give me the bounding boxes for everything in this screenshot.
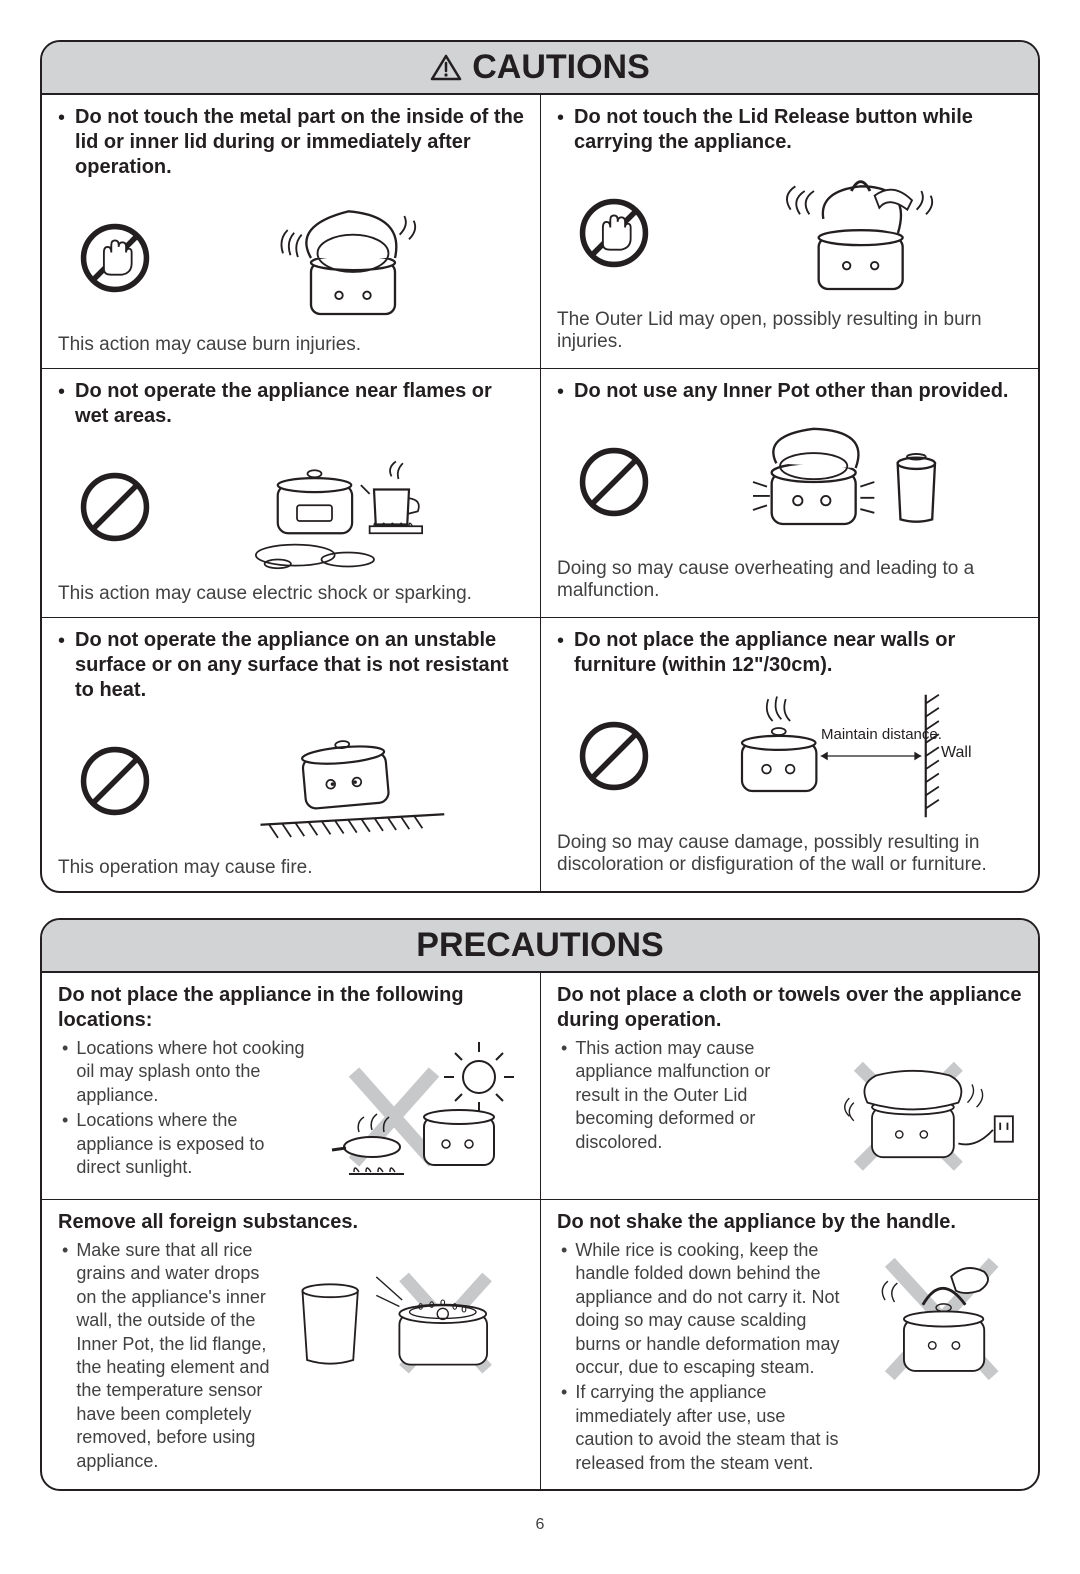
warning-triangle-icon	[430, 54, 462, 82]
caution-cell-3: • Do not use any Inner Pot other than pr…	[540, 369, 1038, 618]
precautions-grid: Do not place the appliance in the follow…	[42, 973, 1038, 1489]
precaution-title-1: Do not place a cloth or towels over the …	[557, 983, 1022, 1033]
precaution-title-3: Do not shake the appliance by the handle…	[557, 1210, 1022, 1235]
bullet-icon: •	[561, 1239, 567, 1379]
precaution-illustration-3	[852, 1239, 1022, 1389]
precaution-cell-3: Do not shake the appliance by the handle…	[540, 1200, 1038, 1489]
precaution-bullet: If carrying the appliance immediately af…	[575, 1381, 840, 1475]
caution-illustration-2	[172, 437, 524, 577]
caution-title-1: Do not touch the Lid Release button whil…	[574, 105, 1022, 155]
caution-title-2: Do not operate the appliance near flames…	[75, 379, 524, 429]
precautions-box: PRECAUTIONS Do not place the appliance i…	[40, 918, 1040, 1491]
bullet-icon: •	[62, 1109, 68, 1179]
bullet-icon: •	[62, 1239, 68, 1473]
bullet-icon: •	[62, 1037, 68, 1107]
caution-title-3: Do not use any Inner Pot other than prov…	[574, 379, 1008, 404]
caution-illustration-0	[172, 188, 524, 328]
bullet-icon: •	[561, 1381, 567, 1475]
precaution-bullet: This action may cause appliance malfunct…	[575, 1037, 810, 1154]
prohibit-icon	[78, 744, 152, 818]
prohibit-touch-icon	[78, 221, 152, 295]
caution-cell-5: • Do not place the appliance near walls …	[540, 618, 1038, 891]
caution-cell-4: • Do not operate the appliance on an uns…	[42, 618, 540, 891]
caution-desc-1: The Outer Lid may open, possibly resulti…	[557, 309, 1022, 353]
prohibit-touch-icon	[577, 196, 651, 270]
cautions-header: CAUTIONS	[42, 42, 1038, 95]
precaution-bullet: Locations where the appliance is exposed…	[76, 1109, 312, 1179]
maintain-distance-label: Maintain distance.	[821, 726, 942, 744]
caution-title-4: Do not operate the appliance on an unsta…	[75, 628, 524, 703]
bullet-icon: •	[557, 630, 564, 652]
bullet-icon: •	[557, 381, 564, 403]
precaution-bullet: While rice is cooking, keep the handle f…	[575, 1239, 840, 1379]
caution-title-0: Do not touch the metal part on the insid…	[75, 105, 524, 180]
cautions-grid: • Do not touch the metal part on the ins…	[42, 95, 1038, 891]
caution-desc-0: This action may cause burn injuries.	[58, 334, 524, 356]
caution-illustration-5: Maintain distance. Wall	[671, 686, 1022, 826]
prohibit-icon	[577, 719, 651, 793]
precautions-title: PRECAUTIONS	[416, 926, 663, 965]
caution-cell-0: • Do not touch the metal part on the ins…	[42, 95, 540, 369]
caution-illustration-4	[172, 711, 524, 851]
cautions-box: CAUTIONS • Do not touch the metal part o…	[40, 40, 1040, 893]
caution-title-5: Do not place the appliance near walls or…	[574, 628, 1022, 678]
precaution-illustration-2	[284, 1239, 524, 1389]
caution-desc-3: Doing so may cause overheating and leadi…	[557, 558, 1022, 602]
precaution-illustration-0	[324, 1037, 524, 1187]
bullet-icon: •	[561, 1037, 567, 1154]
bullet-icon: •	[58, 381, 65, 403]
bullet-icon: •	[557, 107, 564, 129]
caution-desc-4: This operation may cause fire.	[58, 857, 524, 879]
caution-desc-5: Doing so may cause damage, possibly resu…	[557, 832, 1022, 876]
precaution-title-0: Do not place the appliance in the follow…	[58, 983, 524, 1033]
cautions-title: CAUTIONS	[472, 48, 650, 87]
prohibit-icon	[577, 445, 651, 519]
prohibit-icon	[78, 470, 152, 544]
precaution-cell-1: Do not place a cloth or towels over the …	[540, 973, 1038, 1200]
caution-cell-2: • Do not operate the appliance near flam…	[42, 369, 540, 618]
precaution-cell-2: Remove all foreign substances. •Make sur…	[42, 1200, 540, 1489]
caution-desc-2: This action may cause electric shock or …	[58, 583, 524, 605]
bullet-icon: •	[58, 630, 65, 652]
precaution-cell-0: Do not place the appliance in the follow…	[42, 973, 540, 1200]
precaution-illustration-1	[822, 1037, 1022, 1187]
caution-illustration-3	[671, 412, 1022, 552]
wall-label: Wall	[941, 744, 972, 762]
precaution-bullet: Locations where hot cooking oil may spla…	[76, 1037, 312, 1107]
precaution-title-2: Remove all foreign substances.	[58, 1210, 524, 1235]
precaution-bullet: Make sure that all rice grains and water…	[76, 1239, 272, 1473]
caution-illustration-1	[671, 163, 1022, 303]
bullet-icon: •	[58, 107, 65, 129]
precautions-header: PRECAUTIONS	[42, 920, 1038, 973]
caution-cell-1: • Do not touch the Lid Release button wh…	[540, 95, 1038, 369]
